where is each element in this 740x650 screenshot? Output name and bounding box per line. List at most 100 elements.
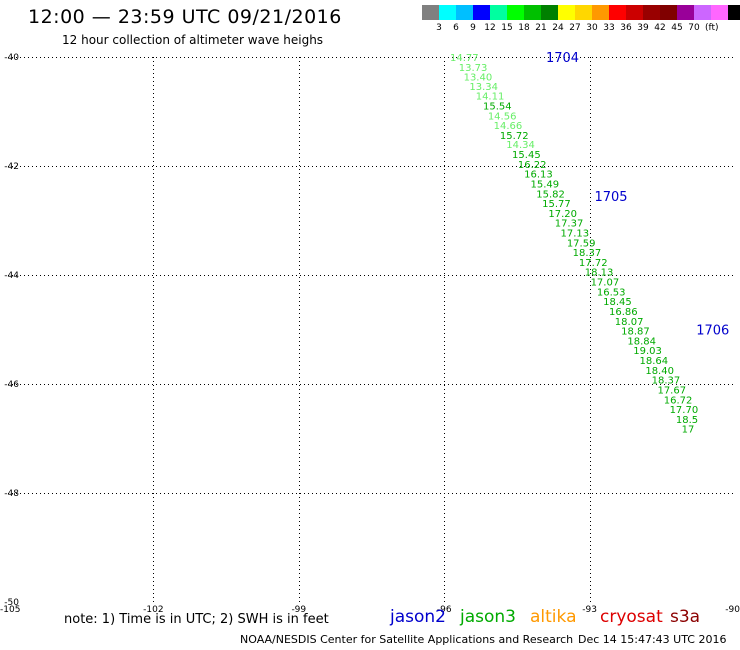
pass-time-label: 1704 <box>546 51 579 66</box>
map-title: 12:00 — 23:59 UTC 09/21/2016 <box>28 6 342 28</box>
latitude-tick-label: -50 <box>4 598 19 608</box>
legend-swatch <box>575 5 592 20</box>
wave-height-value: 17.72 <box>579 258 608 269</box>
latitude-tick-label: -42 <box>4 162 19 172</box>
legend-label: 36 <box>620 23 632 33</box>
wave-height-value: 18.84 <box>627 336 656 347</box>
wave-height-value: 17.67 <box>657 385 686 396</box>
satellite-label: jason3 <box>460 607 516 627</box>
wave-height-value: 17.20 <box>548 209 577 220</box>
legend-label: 45 <box>671 23 683 33</box>
satellite-label: altika <box>530 607 577 627</box>
legend-swatch <box>592 5 609 20</box>
latitude-tick-label: -46 <box>4 380 19 390</box>
wave-height-value: 14.56 <box>488 111 517 122</box>
wave-height-value: 15.49 <box>530 179 559 190</box>
footer-date: Dec 14 15:47:43 UTC 2016 <box>578 633 727 646</box>
legend-label: 70 <box>688 23 700 33</box>
wave-height-value: 18.40 <box>645 366 674 377</box>
legend-swatch <box>456 5 473 20</box>
legend-swatch <box>490 5 507 20</box>
longitude-tick-label: -102 <box>143 605 163 615</box>
latitude-tick-label: -40 <box>4 53 19 63</box>
wave-height-value: 17.59 <box>567 238 596 249</box>
legend-label: 21 <box>535 23 547 33</box>
longitude-tick-label: -105 <box>0 605 20 615</box>
wave-height-value: 17.37 <box>555 219 584 230</box>
wave-height-value: 18.5 <box>676 415 698 426</box>
longitude-tick-label: -93 <box>582 605 597 615</box>
latitude-tick-label: -44 <box>4 271 19 281</box>
wave-height-value: 16.22 <box>518 160 547 171</box>
wave-height-value: 13.40 <box>464 73 493 84</box>
satellite-label: jason2 <box>390 607 446 627</box>
legend-swatch <box>694 5 711 20</box>
wave-height-value: 18.13 <box>585 268 614 279</box>
longitude-tick-label: -96 <box>437 605 452 615</box>
wave-height-value: 18.64 <box>640 356 669 367</box>
wave-height-value: 13.34 <box>469 82 498 93</box>
legend-label: 9 <box>470 23 476 33</box>
legend-swatch <box>439 5 456 20</box>
legend-label: 6 <box>453 23 459 33</box>
longitude-tick-label: -90 <box>725 605 740 615</box>
wave-height-value: 18.45 <box>603 297 632 308</box>
wave-height-value: 17.70 <box>670 405 699 416</box>
wave-height-value: 18.37 <box>573 248 602 259</box>
wave-height-value: 15.77 <box>542 199 571 210</box>
wave-height-value: 15.82 <box>536 189 565 200</box>
legend-swatch <box>660 5 677 20</box>
legend-swatch <box>558 5 575 20</box>
footer-credit: NOAA/NESDIS Center for Satellite Applica… <box>240 633 574 646</box>
wave-height-value: 16.13 <box>524 170 553 181</box>
wave-height-value: 16.86 <box>609 307 638 318</box>
legend-label: 3 <box>436 23 442 33</box>
wave-height-value: 19.03 <box>633 346 662 357</box>
latitude-tick-label: -48 <box>4 489 19 499</box>
legend-swatch <box>728 5 740 20</box>
satellite-label: s3a <box>670 607 701 627</box>
legend-swatch <box>711 5 728 20</box>
legend-swatch <box>643 5 660 20</box>
wave-height-value: 16.72 <box>664 395 693 406</box>
legend-unit: (ft) <box>705 23 719 33</box>
wave-height-value: 14.34 <box>506 140 535 151</box>
legend-swatch <box>507 5 524 20</box>
legend-label: 24 <box>552 23 564 33</box>
legend-swatch <box>677 5 694 20</box>
legend-swatch <box>422 5 439 20</box>
wave-height-value: 17 <box>682 425 695 436</box>
wave-height-value: 16.53 <box>597 287 626 298</box>
wave-height-value: 15.72 <box>500 131 529 142</box>
wave-height-value: 14.11 <box>476 92 505 103</box>
pass-time-label: 1705 <box>594 190 627 205</box>
legend-label: 27 <box>569 23 581 33</box>
legend-label: 18 <box>518 23 530 33</box>
legend-swatch <box>541 5 558 20</box>
wave-height-value: 14.77 <box>450 53 479 64</box>
wave-height-value: 13.73 <box>459 63 488 74</box>
map-subtitle: 12 hour collection of altimeter wave hei… <box>62 33 324 47</box>
satellite-label: cryosat <box>600 607 663 627</box>
wave-height-value: 15.54 <box>483 102 512 113</box>
pass-time-label: 1706 <box>696 324 729 339</box>
wave-height-value: 14.66 <box>494 121 523 132</box>
legend-label: 33 <box>603 23 615 33</box>
legend-label: 30 <box>586 23 598 33</box>
wave-height-value: 17.13 <box>561 228 590 239</box>
legend-label: 12 <box>484 23 496 33</box>
wave-height-value: 17.07 <box>591 278 620 289</box>
legend-label: 42 <box>654 23 666 33</box>
note-text: note: 1) Time is in UTC; 2) SWH is in fe… <box>64 612 329 627</box>
legend-swatch <box>473 5 490 20</box>
wave-height-value: 18.07 <box>615 317 644 328</box>
wave-height-value: 18.37 <box>652 376 681 387</box>
wave-height-value: 15.45 <box>512 150 541 161</box>
legend-label: 39 <box>637 23 649 33</box>
legend-swatch <box>609 5 626 20</box>
longitude-tick-label: -99 <box>291 605 306 615</box>
wave-height-value: 18.87 <box>621 327 650 338</box>
legend-label: 15 <box>501 23 513 33</box>
legend-swatch <box>524 5 541 20</box>
